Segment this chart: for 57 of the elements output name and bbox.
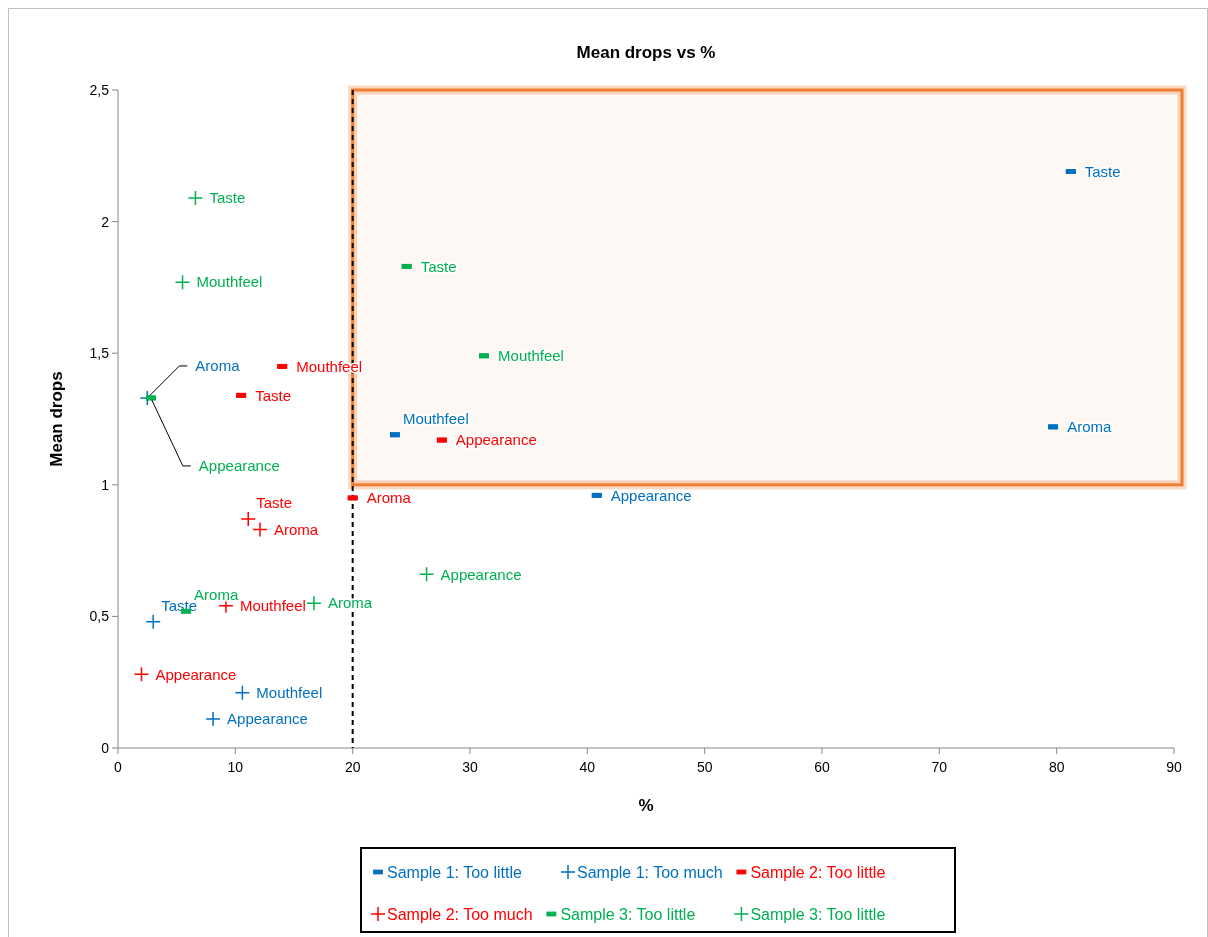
x-tick-label: 60	[814, 759, 830, 775]
point	[145, 613, 161, 630]
annotation: Mouthfeel	[196, 273, 263, 291]
point	[187, 190, 204, 206]
annotation: Aroma	[327, 594, 373, 612]
annotation: Aroma	[194, 586, 239, 604]
x-tick-label: 10	[227, 759, 244, 775]
y-axis-title: Mean drops	[47, 371, 66, 467]
annotation: Aroma	[195, 357, 241, 375]
point	[205, 711, 221, 727]
annotation: Appearance	[440, 565, 522, 583]
annotation: Aroma	[1067, 418, 1112, 436]
x-axis-title: %	[638, 796, 654, 815]
annotation: Mouthfeel	[239, 597, 306, 615]
annotation: Appearance	[610, 486, 692, 504]
y-tick-label: 0,5	[89, 608, 110, 625]
chart-title: Mean drops vs %	[576, 43, 716, 62]
y-tick-label: 2,5	[89, 81, 110, 98]
annotation: Taste	[256, 494, 293, 512]
annotation: Mouthfeel	[498, 347, 564, 365]
x-tick-label: 80	[1048, 759, 1065, 775]
annotation: Taste	[420, 257, 457, 275]
legend-label: Sample 2: Too little	[750, 863, 886, 881]
point	[234, 684, 251, 701]
annotation: Appearance	[198, 457, 280, 475]
legend-label: Sample 1: Too little	[387, 863, 522, 881]
legend-label: Sample 3: Too little	[750, 905, 886, 923]
x-tick-label: 90	[1166, 759, 1182, 775]
x-tick-label: 50	[696, 759, 713, 775]
point	[418, 566, 435, 583]
y-tick-label: 1,5	[89, 345, 110, 362]
annotation: Taste	[209, 189, 246, 207]
annotation: Appearance	[227, 710, 308, 728]
y-tick-label: 2	[101, 213, 110, 230]
point	[252, 521, 268, 538]
x-tick-label: 40	[579, 759, 596, 775]
x-tick-label: 0	[114, 759, 123, 775]
annotation: Aroma	[366, 489, 412, 507]
x-tick-label: 30	[462, 759, 478, 775]
x-tick-label: 20	[344, 759, 361, 775]
x-tick-label: 70	[931, 759, 948, 775]
annotation: Taste	[255, 386, 292, 404]
legend-label: Sample 2: Too much	[387, 905, 533, 923]
annotation: Taste	[1084, 162, 1121, 180]
point	[240, 511, 256, 527]
point	[174, 274, 191, 290]
point	[306, 595, 322, 611]
annotation: Appearance	[155, 665, 237, 683]
point	[133, 666, 150, 683]
legend-label: Sample 1: Too much	[577, 863, 723, 881]
annotation: Aroma	[273, 520, 319, 538]
annotation: Mouthfeel	[256, 683, 323, 701]
annotation: Appearance	[455, 431, 537, 449]
y-tick-label: 1	[101, 476, 110, 493]
legend-label: Sample 3: Too little	[560, 905, 696, 923]
y-tick-label: 0	[101, 739, 110, 756]
annotation: Mouthfeel	[402, 410, 469, 428]
